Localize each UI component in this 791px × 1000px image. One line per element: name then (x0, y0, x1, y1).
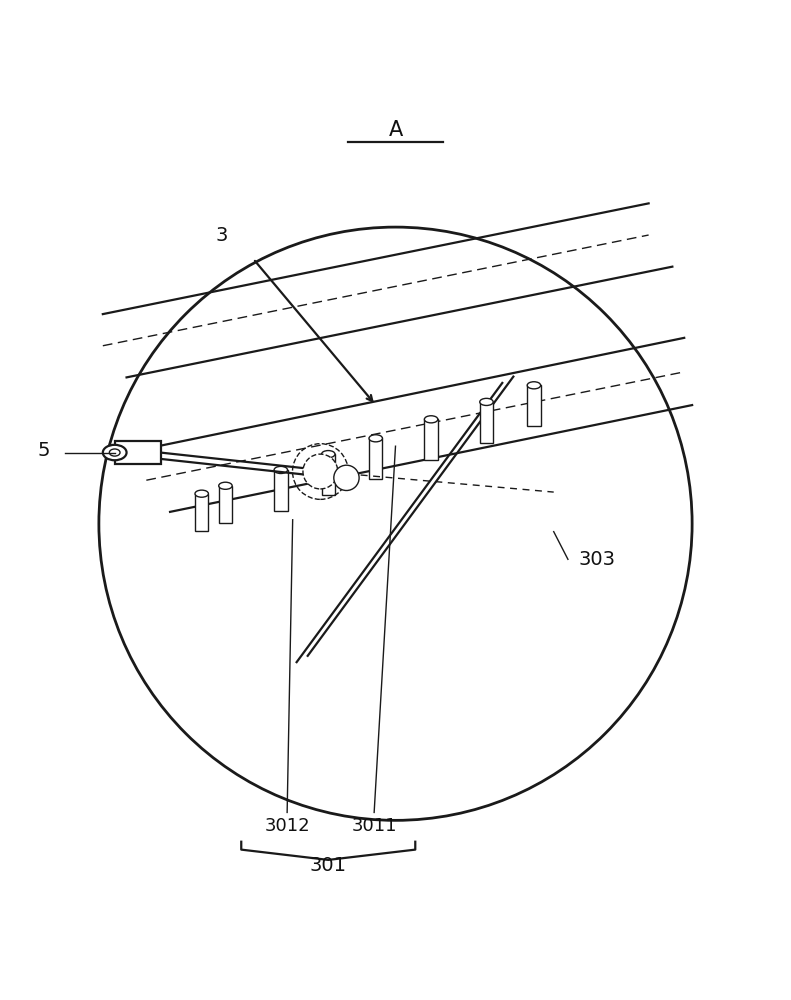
Ellipse shape (479, 398, 494, 405)
Text: 5: 5 (37, 441, 50, 460)
Text: 303: 303 (579, 550, 615, 569)
Text: 3012: 3012 (264, 817, 310, 835)
Bar (321, 454, 335, 495)
Bar (369, 438, 383, 479)
Ellipse shape (218, 482, 233, 489)
Bar (218, 486, 233, 523)
Text: 3011: 3011 (351, 817, 397, 835)
Text: 3: 3 (215, 226, 228, 245)
Text: A: A (388, 120, 403, 140)
Bar (274, 470, 288, 511)
Bar (195, 494, 209, 531)
Ellipse shape (528, 382, 541, 389)
Bar (479, 402, 494, 443)
Ellipse shape (369, 435, 383, 442)
Circle shape (334, 465, 359, 491)
Ellipse shape (103, 445, 127, 460)
Circle shape (303, 454, 338, 489)
Ellipse shape (321, 451, 335, 458)
Bar (115, 441, 161, 464)
Ellipse shape (274, 466, 288, 474)
Text: 301: 301 (310, 856, 346, 875)
Ellipse shape (425, 416, 438, 423)
Ellipse shape (195, 490, 209, 497)
Bar (528, 385, 541, 426)
Bar (425, 419, 438, 460)
